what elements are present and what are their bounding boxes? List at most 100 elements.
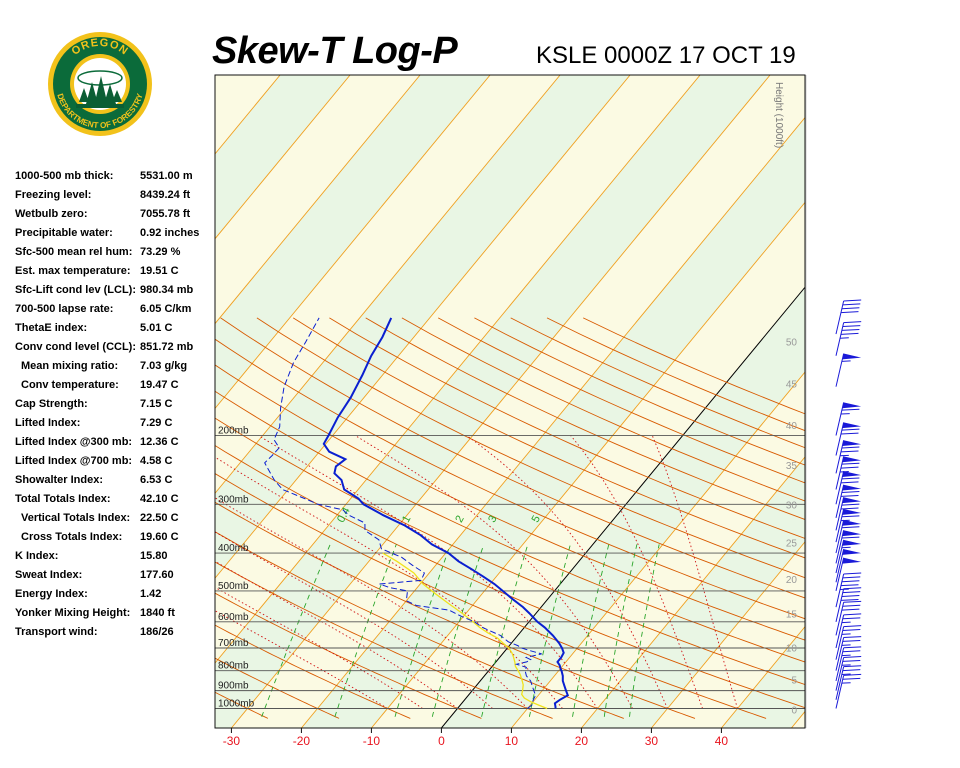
- chart-title: Skew-T Log-P: [212, 30, 458, 72]
- index-value: 7.03 g/kg: [140, 360, 188, 372]
- wind-barb-flag: [842, 519, 862, 526]
- wind-barb-flag: [842, 471, 862, 477]
- height-tick-label: 50: [786, 338, 798, 349]
- wind-barb-full: [841, 307, 860, 310]
- index-row: Est. max temperature: 19.51 C: [15, 265, 215, 284]
- index-row: 1000-500 mb thick: 5531.00 m: [15, 170, 215, 189]
- wind-barb-staff: [835, 530, 845, 564]
- wind-barb-staff: [835, 300, 845, 335]
- dry-adiabat: [220, 317, 805, 599]
- x-tick-label: 10: [505, 734, 519, 748]
- wind-barb-flag: [842, 539, 862, 546]
- wind-barb-full: [841, 408, 860, 411]
- isotherm: [371, 201, 805, 728]
- height-tick-label: 0: [791, 705, 797, 716]
- index-value: 980.34 mb: [140, 284, 194, 296]
- wind-barb-full: [843, 656, 862, 658]
- index-value: 19.47 C: [140, 379, 179, 391]
- index-label: K Index:: [15, 550, 59, 562]
- wind-barb-full: [840, 311, 859, 314]
- wind-barb-full: [840, 332, 859, 335]
- wind-barb-full: [842, 677, 861, 680]
- index-row: Lifted Index: 7.29 C: [15, 417, 215, 436]
- dry-adiabat: [292, 317, 805, 559]
- wind-barb: [835, 665, 862, 700]
- wind-barb-full: [841, 446, 860, 449]
- index-row: Cap Strength: 7.15 C: [15, 398, 215, 417]
- index-row: Freezing level: 8439.24 ft: [15, 189, 215, 208]
- index-value: 7.29 C: [140, 417, 173, 429]
- index-label: Lifted Index @300 mb:: [15, 436, 133, 448]
- station-time: KSLE 0000Z 17 OCT 19: [536, 42, 796, 69]
- wind-barb-full: [842, 659, 861, 662]
- wind-barb-full: [840, 432, 859, 435]
- index-label: 700-500 lapse rate:: [15, 303, 114, 315]
- isotherm: [791, 710, 805, 728]
- wind-barb-staff: [835, 557, 845, 592]
- parcel-profile-line: [382, 552, 548, 710]
- height-tick-label: 10: [786, 643, 798, 654]
- wind-barb-staff: [835, 548, 845, 583]
- index-row: Lifted Index @300 mb: 12.36 C: [15, 436, 215, 455]
- wind-barb-staff: [835, 647, 845, 682]
- wind-barb-staff: [835, 456, 845, 490]
- wind-barb: [835, 471, 862, 505]
- wind-barb-staff: [835, 471, 845, 505]
- isotherm: [215, 75, 561, 495]
- wind-barb-staff: [835, 484, 845, 518]
- mixing-ratio-line: [334, 544, 397, 717]
- wind-barb-full: [841, 328, 860, 331]
- height-tick-label: 45: [786, 379, 798, 390]
- wind-barb-staff: [835, 588, 845, 622]
- wind-barb: [835, 402, 862, 436]
- wind-barb-full: [842, 629, 861, 631]
- wind-barb-column: [835, 299, 862, 709]
- mixing-ratio-label: 5: [530, 514, 543, 525]
- wind-barb: [835, 572, 862, 608]
- wind-barb-staff: [835, 519, 845, 554]
- wind-barb-full: [840, 481, 859, 484]
- index-row: Showalter Index: 6.53 C: [15, 474, 215, 493]
- wind-barb-staff: [835, 614, 845, 649]
- wind-barb: [835, 299, 862, 335]
- wind-barb-full: [840, 466, 859, 469]
- isobar-label: 200mb: [218, 425, 249, 436]
- index-value: 4.58 C: [140, 455, 173, 467]
- isotherm: [581, 456, 805, 728]
- stability-indices: 1000-500 mb thick: 5531.00 m Freezing leve…: [15, 170, 215, 645]
- isotherm: [511, 371, 805, 728]
- wind-barb-staff: [835, 508, 845, 543]
- mixing-ratio-line: [572, 544, 610, 717]
- wind-barb-full: [843, 572, 862, 575]
- index-value: 1.42: [140, 588, 162, 600]
- isobar-label: 900mb: [218, 681, 249, 692]
- wind-barb-staff: [835, 657, 845, 691]
- wind-barb: [835, 484, 862, 518]
- wind-barb-full: [841, 608, 860, 611]
- wind-barb-full: [842, 650, 861, 653]
- isobar-label: 800mb: [218, 661, 249, 672]
- wind-barb-full: [842, 617, 861, 620]
- wind-barb-full: [843, 613, 862, 616]
- wind-barb-flag: [842, 549, 862, 555]
- wind-barb-staff: [835, 440, 845, 474]
- index-label: Cross Totals Index:: [21, 531, 123, 543]
- isotherm: [231, 75, 771, 728]
- wind-barb-full: [841, 526, 860, 529]
- index-label: Precipitable water:: [15, 227, 113, 239]
- mixing-ratio-line: [394, 544, 451, 717]
- temperature-band: [215, 75, 281, 154]
- wind-barb-full: [840, 598, 859, 601]
- wind-barb-flag: [842, 497, 862, 504]
- x-tick-label: 0: [438, 734, 445, 748]
- wind-barb-staff: [835, 402, 845, 436]
- wind-barb-full: [841, 428, 860, 431]
- dry-adiabat: [215, 338, 805, 620]
- wind-barb: [835, 321, 862, 356]
- index-row: Conv temperature: 19.47 C: [15, 379, 215, 398]
- wind-barb-flag: [842, 484, 862, 491]
- isotherm: [301, 116, 805, 728]
- isobar-label: 500mb: [218, 581, 249, 592]
- index-label: Mean mixing ratio:: [21, 360, 119, 372]
